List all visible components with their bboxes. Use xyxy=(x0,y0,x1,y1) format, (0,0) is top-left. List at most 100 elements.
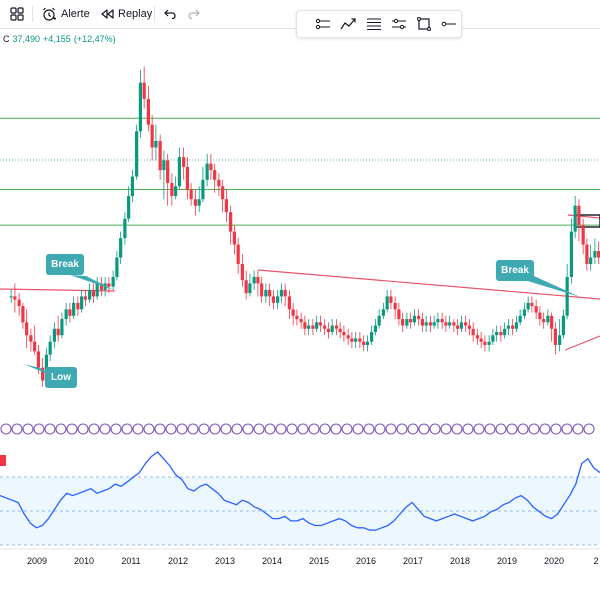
candle-body xyxy=(13,296,17,300)
divider-bubble xyxy=(385,423,397,435)
candle xyxy=(444,315,448,332)
rectangle-tool[interactable] xyxy=(414,14,434,34)
oscillator-indicator-badge[interactable] xyxy=(0,455,6,466)
candle xyxy=(213,163,217,193)
candle xyxy=(111,270,115,290)
undo-icon xyxy=(164,9,176,20)
candle xyxy=(381,302,385,320)
candle xyxy=(358,332,362,349)
layout-grid-button[interactable] xyxy=(10,0,24,28)
candle xyxy=(99,276,103,297)
candle-body xyxy=(561,315,565,336)
candle xyxy=(13,283,17,313)
parallel-channel-tool[interactable] xyxy=(389,14,409,34)
trendline-top xyxy=(567,214,600,219)
candle xyxy=(452,319,456,332)
divider-bubble xyxy=(418,423,430,435)
drawing-toolbar xyxy=(296,10,462,38)
x-axis-label: 2012 xyxy=(167,556,189,566)
candle xyxy=(412,309,417,326)
low-callout[interactable]: Low xyxy=(45,367,77,388)
candle-body xyxy=(279,289,283,297)
candle-body xyxy=(150,124,154,148)
candle-body xyxy=(48,341,52,355)
divider-bubble xyxy=(473,423,485,435)
divider-bubble xyxy=(33,423,45,435)
horizontal-ray-tool[interactable] xyxy=(313,14,333,34)
candle xyxy=(95,276,99,300)
candle xyxy=(487,335,491,352)
candle xyxy=(401,312,405,332)
candle-body xyxy=(452,322,456,326)
candle-body xyxy=(354,338,358,342)
candle-body xyxy=(271,296,276,303)
candle xyxy=(467,319,471,336)
candle xyxy=(83,289,88,307)
candle xyxy=(72,296,76,320)
candle xyxy=(522,302,526,320)
candle-body xyxy=(80,296,84,310)
ray-line-tool-icon xyxy=(441,21,456,27)
candle-body xyxy=(491,335,495,342)
redo-button[interactable] xyxy=(187,0,201,28)
candle xyxy=(448,315,452,329)
candle xyxy=(526,296,530,313)
candle-body xyxy=(182,157,186,167)
break-callout[interactable]: Break xyxy=(46,254,84,275)
pane-divider[interactable] xyxy=(0,423,600,435)
candle xyxy=(573,196,577,239)
ray-line-tool[interactable] xyxy=(439,14,459,34)
candle xyxy=(491,328,495,345)
candle-body xyxy=(52,328,56,342)
candle xyxy=(475,328,479,345)
x-axis-label: 2 xyxy=(593,556,599,566)
candle-body xyxy=(511,325,515,329)
replay-button[interactable]: Replay xyxy=(100,0,152,28)
candle-body xyxy=(420,319,424,326)
candle-body xyxy=(311,325,315,329)
divider-bubble xyxy=(297,423,309,435)
candle-body xyxy=(514,322,518,329)
candle-body xyxy=(68,309,72,316)
divider-bubble xyxy=(198,423,210,435)
candle xyxy=(299,312,303,329)
divider-bubble xyxy=(363,423,375,435)
candle xyxy=(373,319,377,336)
candle xyxy=(397,302,401,326)
divider-bubble xyxy=(539,423,551,435)
candle xyxy=(283,283,287,307)
candle xyxy=(330,319,334,336)
candle-body xyxy=(542,319,546,323)
alert-button[interactable]: Alerte xyxy=(41,0,90,28)
candle xyxy=(29,328,33,352)
candle-body xyxy=(177,157,182,187)
candle xyxy=(295,309,299,326)
x-axis-label: 2019 xyxy=(496,556,518,566)
toolbar-divider xyxy=(32,6,33,22)
candle xyxy=(577,199,581,242)
candle xyxy=(201,166,205,203)
candle-body xyxy=(248,283,252,294)
fib-retracement-tool[interactable] xyxy=(364,14,384,34)
candle-body xyxy=(174,186,178,196)
candle xyxy=(88,283,92,303)
candle-body xyxy=(428,322,432,326)
divider-bubble xyxy=(22,423,34,435)
divider-bubble xyxy=(374,423,386,435)
candle xyxy=(60,312,64,339)
break-2-pointer xyxy=(518,276,580,297)
candle-body xyxy=(130,176,135,196)
candle-body xyxy=(41,367,45,381)
candle-body xyxy=(550,315,554,329)
candle xyxy=(377,309,381,329)
divider-bubble xyxy=(242,423,254,435)
break-callout-2[interactable]: Break xyxy=(496,260,534,281)
divider-bubble xyxy=(484,423,496,435)
trend-tool[interactable] xyxy=(338,14,358,34)
candle-body xyxy=(483,341,487,345)
candle-body xyxy=(72,302,76,316)
undo-button[interactable] xyxy=(163,0,177,28)
candle-body xyxy=(185,166,189,190)
candle-body xyxy=(252,276,256,284)
